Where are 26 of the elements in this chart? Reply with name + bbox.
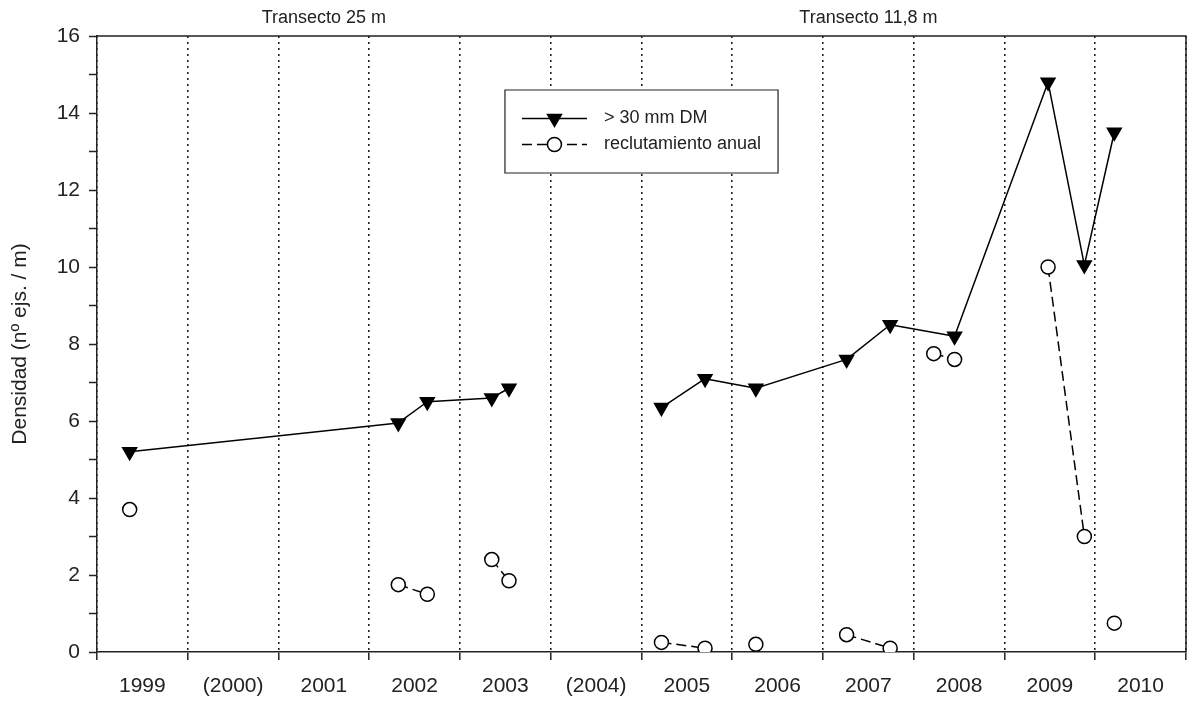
text: Transecto 11,8 m <box>799 6 938 27</box>
y-tick-label: 12 <box>56 176 80 200</box>
text: Transecto 25 m <box>261 6 387 27</box>
x-tick-label: 2002 <box>391 673 438 697</box>
x-tick-label: 2006 <box>754 673 801 697</box>
x-tick-label: 2010 <box>1117 673 1164 697</box>
x-tick-label: 1999 <box>119 673 166 697</box>
y-tick-label: 6 <box>68 407 80 431</box>
x-tick-label: (2004) <box>565 673 627 697</box>
legend-label: > 30 mm DM <box>603 107 708 128</box>
y-tick-label: 2 <box>68 561 80 585</box>
legend-label: reclutamiento anual <box>603 133 762 154</box>
y-tick-label: 4 <box>68 484 81 508</box>
x-tick-label: 2001 <box>300 673 348 697</box>
x-tick-label: 2009 <box>1026 673 1074 697</box>
y-axis-title: Densidad (nº ejs. / m) <box>7 243 31 445</box>
x-tick-label: 2008 <box>935 673 983 697</box>
y-tick-label: 0 <box>68 638 80 662</box>
x-tick-label: (2000) <box>202 673 264 697</box>
y-tick-label: 8 <box>68 330 80 354</box>
x-tick-label: 2005 <box>663 673 711 697</box>
y-tick-label: 10 <box>56 253 80 277</box>
x-tick-label: 2007 <box>845 673 892 697</box>
x-tick-label: 2003 <box>482 673 529 697</box>
y-tick-label: 16 <box>56 22 80 46</box>
y-tick-label: 14 <box>56 99 81 123</box>
